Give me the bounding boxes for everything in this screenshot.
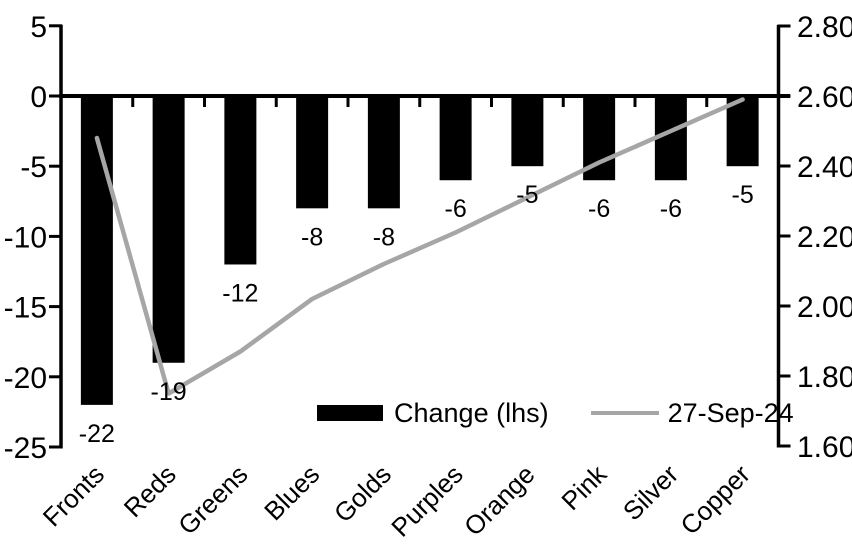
left-axis-label: -25	[4, 432, 47, 465]
bar-data-label-greens: -12	[222, 279, 258, 307]
left-axis-label: -15	[4, 292, 47, 325]
category-label-reds: Reds	[118, 459, 182, 523]
right-axis-label: 1.60	[797, 431, 852, 464]
bar-golds	[367, 96, 400, 209]
category-label-copper: Copper	[674, 459, 756, 541]
category-label-silver: Silver	[617, 459, 684, 526]
bar-data-label-copper: -5	[732, 181, 754, 209]
category-label-purples: Purples	[385, 459, 469, 543]
category-label-greens: Greens	[172, 459, 254, 541]
left-axis-label: -5	[20, 151, 47, 184]
category-label-fronts: Fronts	[37, 459, 110, 532]
bar-orange	[511, 96, 544, 167]
chart-legend: Change (lhs) 27-Sep-24	[317, 398, 794, 428]
right-axis-label: 2.00	[797, 291, 852, 324]
bar-copper	[726, 96, 759, 167]
category-label-blues: Blues	[258, 459, 325, 526]
bar-reds	[152, 96, 185, 363]
right-axis-label: 2.20	[797, 221, 852, 254]
category-label-golds: Golds	[328, 459, 397, 528]
right-axis-label: 1.80	[797, 361, 852, 394]
line-series-27-sep-24	[94, 97, 745, 396]
legend-bar-swatch-icon	[317, 405, 383, 421]
right-axis-label: 2.40	[797, 151, 852, 184]
bar-data-label-reds: -19	[151, 378, 187, 406]
left-axis-label: -10	[4, 221, 47, 254]
category-label-pink: Pink	[555, 458, 613, 516]
bar-fronts	[80, 96, 113, 405]
legend-line-label: 27-Sep-24	[667, 398, 794, 428]
bar-purples	[439, 96, 472, 181]
bar-data-label-pink: -6	[588, 195, 610, 223]
bar-data-label-orange: -5	[516, 181, 538, 209]
bar-data-label-purples: -6	[445, 195, 467, 223]
right-axis-label: 2.80	[797, 11, 852, 44]
legend-bar-label: Change (lhs)	[394, 398, 549, 428]
bar-data-label-blues: -8	[301, 223, 323, 251]
left-axis-label: 0	[30, 81, 47, 114]
bar-data-label-fronts: -22	[79, 420, 115, 448]
category-label-orange: Orange	[458, 459, 541, 542]
bar-data-label-silver: -6	[660, 195, 682, 223]
right-axis-label: 2.60	[797, 81, 852, 114]
legend-line-swatch-icon	[590, 411, 659, 415]
bar-data-label-golds: -8	[373, 223, 395, 251]
left-axis-label: -20	[4, 362, 47, 395]
bar-blues	[296, 96, 329, 209]
bar-greens	[224, 96, 257, 265]
left-axis-label: 5	[30, 11, 47, 44]
